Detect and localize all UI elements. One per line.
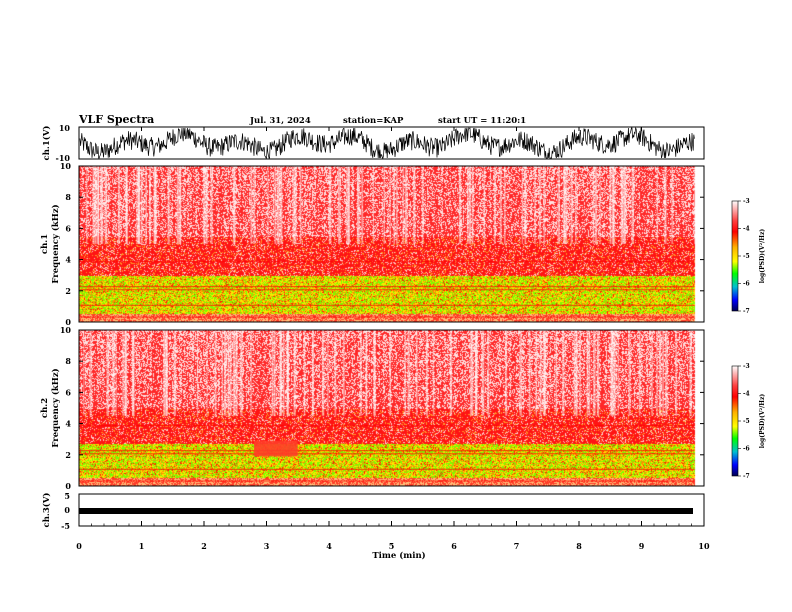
ch1-waveform-trace [79,126,695,159]
ch1-spec-ytick-label: 8 [65,192,71,202]
spec1-raster [79,166,704,322]
ch1-colorbar-label: log(PSD)(V²/Hz) [759,229,766,284]
ch2-spec-ytick-label: 10 [60,325,72,335]
ch1-waveform-path [79,126,695,159]
time-axis-tick-label: 9 [639,541,645,551]
time-axis-tick-label: 0 [76,541,82,551]
ch2-spec-ytick-label: 0 [65,481,71,491]
ch1-spec-ylabel-frequency: Frequency (kHz) [50,204,61,283]
ch2-spectrogram-frame [78,329,705,487]
time-axis-tick-label: 7 [514,541,520,551]
time-axis-tick-label: 2 [201,541,207,551]
ch1-colorbar-tick-label: -7 [743,308,750,315]
ch3-ytick-middle: 0 [64,505,70,515]
ch2-spec-ytick-label: 8 [65,356,71,366]
ch2-spectrogram-image [79,330,704,486]
ch1-colorbar-gradient [731,200,739,312]
time-axis-tick-label: 6 [451,541,457,551]
ch2-spec-ylabel-channel: ch.2 [40,398,50,418]
ch3-ylabel: ch.3(V) [41,493,52,528]
spec2-raster [79,330,704,486]
ch1-spec-ylabel-channel: ch.1 [40,234,50,254]
time-axis-label: Time (min) [372,550,425,561]
ch1-colorbar-tick-label: -4 [743,226,750,233]
ch1-ytick-bottom: -10 [56,153,71,163]
ch1-waveform-panel: 10 -10 ch.1(V) [41,123,705,163]
ch1-spec-ytick-label: 10 [60,161,72,171]
ch1-colorbar-tick-label: -6 [743,281,750,288]
ch1-colorbar-tick-label: -3 [743,198,750,205]
time-axis-tick-label: 1 [139,541,145,551]
ch1-spectrogram-panel: 0 2 4 6 8 10 ch.1 Frequency (kHz) [40,161,705,327]
figure-title: VLF Spectra [78,113,154,126]
ch1-spec-ytick-label: 0 [65,317,71,327]
ch1-spectrogram-image [79,166,704,322]
ch2-colorbar-tick-label: -6 [743,446,750,453]
ch1-spec-ytick-label: 6 [65,223,71,233]
ch2-colorbar-tick-label: -7 [743,473,750,480]
ch2-colorbar-tick-label: -4 [743,391,750,398]
ch1-spectrogram-frame [78,165,705,323]
ch2-colorbar-gradient [731,365,739,477]
time-axis-tick-label: 4 [326,541,332,551]
ch1-colorbar-tick-label: -5 [743,253,750,260]
time-axis-tick-label: 5 [389,541,395,551]
ch2-colorbar-label: log(PSD)(V²/Hz) [759,394,766,449]
ch1-spec-ytick-label: 2 [65,286,71,296]
ch2-colorbar-tick-label: -5 [743,418,750,425]
ch1-ylabel: ch.1(V) [41,126,52,161]
ch3-waveform-panel: 5 0 -5 ch.3(V) [41,491,705,531]
ch3-ytick-bottom: -5 [61,521,70,531]
time-axis: 0 1 2 3 4 5 6 7 8 9 10 [76,127,710,551]
ch2-spec-ytick-label: 4 [65,419,71,429]
ch2-colorbar: -3 -4 -5 -6 -7 log(PSD)(V²/Hz) [731,363,766,480]
ch1-ytick-top: 10 [59,123,71,133]
station-label: station=KAP [343,116,404,126]
ch2-colorbar-tick-label: -3 [743,363,750,370]
ch2-spectrogram-panel: 0 2 4 6 8 10 ch.2 Frequency (kHz) [40,325,705,491]
ch1-spec-ytick-label: 4 [65,255,71,265]
ch3-ytick-top: 5 [64,491,70,501]
time-axis-tick-label: 10 [698,541,710,551]
start-time-label: start UT = 11:20:1 [438,116,526,126]
ch3-waveform-trace [79,508,693,514]
time-axis-tick-label: 3 [264,541,270,551]
ch1-colorbar: -3 -4 -5 -6 -7 log(PSD)(V²/Hz) [731,198,766,315]
date-label: Jul. 31, 2024 [249,116,311,126]
ch2-spec-ylabel-frequency: Frequency (kHz) [50,368,61,447]
ch2-spec-ytick-label: 6 [65,387,71,397]
ch2-spec-ytick-label: 2 [65,450,71,460]
time-axis-tick-label: 8 [576,541,582,551]
